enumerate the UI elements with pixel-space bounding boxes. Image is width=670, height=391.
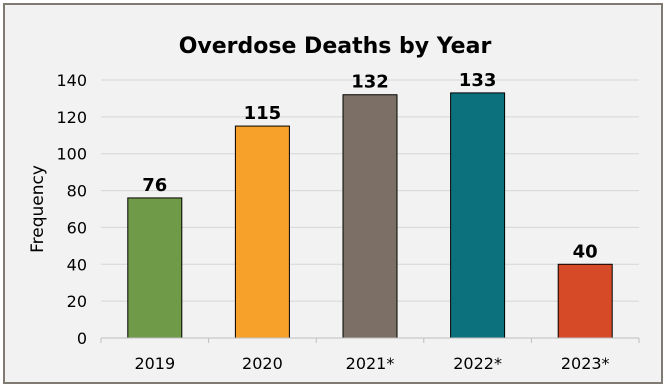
chart-title: Overdose Deaths by Year (179, 34, 492, 59)
y-tick-label: 120 (56, 108, 87, 127)
chart-frame: Overdose Deaths by Year Frequency 0 20 40 6… (3, 3, 663, 384)
y-tick-label: 140 (56, 71, 87, 90)
bar-2021 (342, 94, 398, 339)
bar-chart: Overdose Deaths by Year Frequency 0 20 40 6… (28, 34, 640, 373)
y-axis-label: Frequency (28, 165, 48, 253)
x-tick-label: 2023* (561, 354, 610, 373)
bar-2022 (450, 92, 506, 339)
data-labels: 76 115 132 133 40 (142, 70, 597, 262)
x-tick-label: 2020 (242, 354, 283, 373)
y-axis-ticks: 0 20 40 60 80 100 120 140 (56, 71, 87, 348)
bar-2020 (234, 125, 290, 339)
bar-2023 (557, 263, 613, 339)
x-tick-label: 2022* (453, 354, 502, 373)
data-label: 76 (142, 175, 167, 196)
bar-2019 (127, 197, 183, 339)
y-tick-label: 60 (67, 218, 87, 237)
bars (127, 92, 613, 339)
data-label: 132 (351, 72, 389, 93)
y-tick-label: 40 (67, 255, 87, 274)
y-tick-label: 100 (56, 145, 87, 164)
y-tick-label: 80 (67, 182, 87, 201)
data-label: 115 (244, 103, 282, 124)
y-tick-label: 20 (67, 292, 87, 311)
x-tick-label: 2021* (346, 354, 395, 373)
data-label: 40 (573, 241, 598, 262)
y-tick-label: 0 (77, 329, 87, 348)
x-axis-ticks: 2019 2020 2021* 2022* 2023* (100, 338, 640, 373)
data-label: 133 (459, 70, 497, 91)
x-tick-label: 2019 (134, 354, 175, 373)
